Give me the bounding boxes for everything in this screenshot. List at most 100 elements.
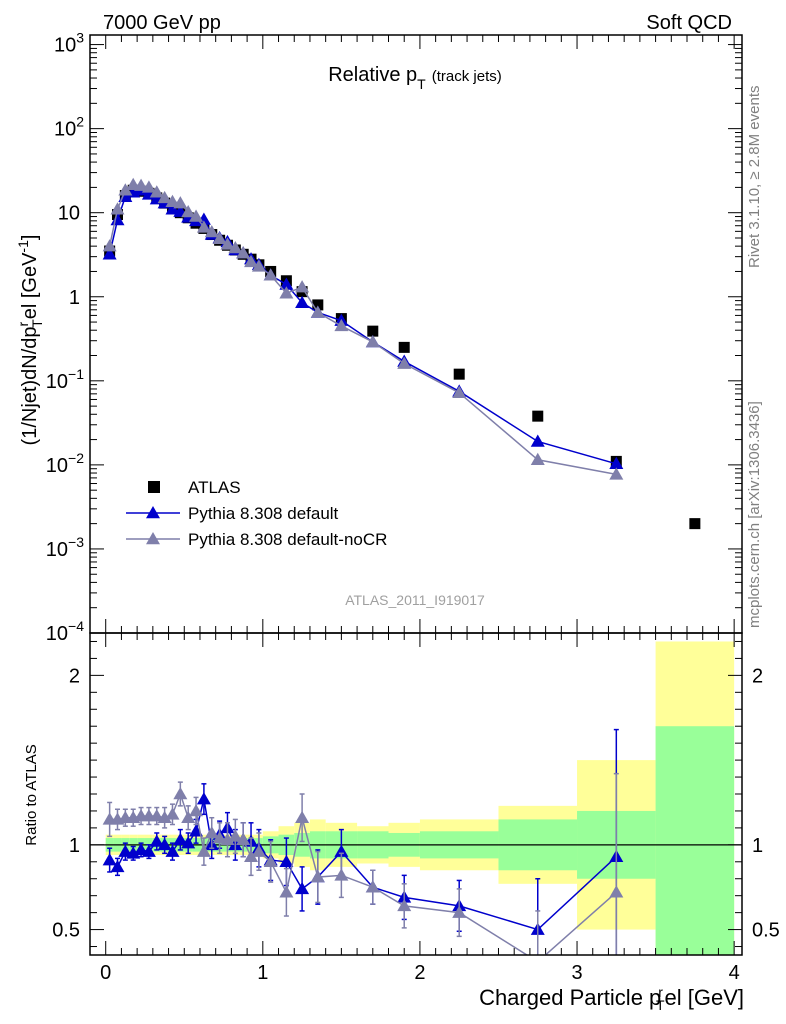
x-axis-label-tail: el [GeV] <box>665 985 744 1010</box>
ratio-point <box>126 846 141 859</box>
ratio-point <box>173 787 188 800</box>
series-line <box>108 183 617 476</box>
header-right: Soft QCD <box>646 12 732 34</box>
x-axis-label-sup: r <box>658 984 663 1000</box>
ratio-point <box>110 859 125 873</box>
ratio-point <box>397 898 412 912</box>
legend: ATLAS Pythia 8.308 default Pythia 8.308 de… <box>126 478 387 549</box>
ratio-y-tick-label: 1 <box>69 835 80 857</box>
ratio-y-tick-label-right: 0.5 <box>752 920 780 942</box>
ratio-point <box>212 831 227 844</box>
y-tick-label: 10 <box>58 203 80 225</box>
ratio-point <box>365 880 380 893</box>
main-y-label: (1/Njet)dN/dprTel [GeV-1] <box>15 235 45 446</box>
legend-marker <box>146 532 160 545</box>
mc-point <box>397 356 412 369</box>
ratio-point <box>251 844 266 857</box>
legend-marker <box>146 506 160 519</box>
mc-point <box>118 183 133 196</box>
mc-point <box>609 467 624 480</box>
atlas-point <box>398 341 410 353</box>
ratio-point <box>196 844 211 857</box>
mc-point <box>181 204 196 218</box>
mc-point <box>334 318 349 332</box>
mc-point <box>295 280 310 293</box>
ratio-point <box>149 834 164 847</box>
ratio-y-tick-label: 0.5 <box>52 920 80 942</box>
ratio-point <box>334 844 349 857</box>
mc-point <box>157 190 172 204</box>
main-y-label-sup: r <box>15 322 31 327</box>
ratio-point <box>149 809 164 822</box>
y-tick-label: 1 <box>69 287 80 309</box>
ratio-series-group <box>102 728 624 955</box>
ratio-plot-frame <box>89 632 743 956</box>
main-title-suffix: (track jets) <box>432 68 502 85</box>
ratio-point <box>118 844 133 857</box>
mc-point <box>295 295 310 308</box>
ratio-point <box>181 810 196 823</box>
main-title: Relative pT (track jets) <box>328 64 502 92</box>
mc-point <box>236 246 251 259</box>
ratio-point <box>609 885 624 898</box>
mc-point <box>530 434 545 447</box>
x-axis-label-sub: T <box>656 997 665 1013</box>
x-tick-label: 4 <box>729 962 740 984</box>
mc-point <box>244 254 259 268</box>
atlas-point <box>453 368 465 380</box>
ratio-point <box>141 844 156 857</box>
x-tick-label: 2 <box>414 962 425 984</box>
x-tick-label: 0 <box>100 962 111 984</box>
main-y-label-tail: el [GeV <box>19 252 41 319</box>
mc-point <box>263 268 278 281</box>
atlas-point <box>312 299 324 311</box>
ratio-point <box>134 842 149 856</box>
ratio-point <box>173 832 188 846</box>
legend-label: Pythia 8.308 default <box>188 504 339 523</box>
x-axis-label-text: Charged Particle p <box>479 985 661 1010</box>
mc-point <box>204 224 219 238</box>
ratio-point <box>244 849 259 862</box>
atlas-point <box>532 410 544 422</box>
series-line <box>108 189 617 465</box>
mcplots-reference-label: mcplots.cern.ch [arXiv:1306.3436] <box>746 401 763 628</box>
ratio-point <box>263 854 278 868</box>
mc-point <box>212 231 227 244</box>
y-tick-label: 10−4 <box>46 618 84 645</box>
ratio-point <box>157 810 172 823</box>
y-tick-label: 10−2 <box>46 450 84 477</box>
y-tick-label: 103 <box>54 30 84 57</box>
mc-point <box>102 239 117 252</box>
rivet-version-label: Rivet 3.1.10, ≥ 2.8M events <box>746 85 763 269</box>
ratio-point <box>228 829 243 842</box>
mc-point <box>279 286 294 299</box>
main-y-label-sub: T <box>29 319 45 328</box>
y-tick-label: 102 <box>54 114 84 141</box>
main-title-sub: T <box>417 76 426 92</box>
ratio-point <box>220 832 235 846</box>
mc-point <box>228 241 243 254</box>
legend-label: Pythia 8.308 default-noCR <box>188 530 387 549</box>
ratio-y-label: Ratio to ATLAS <box>23 744 40 845</box>
mc-point <box>609 456 624 470</box>
mc-point <box>251 259 266 272</box>
ratio-point <box>102 853 117 866</box>
main-series-group <box>102 177 701 530</box>
mc-point <box>530 452 545 466</box>
ratio-point <box>189 824 204 837</box>
analysis-watermark: ATLAS_2011_I919017 <box>345 592 485 608</box>
main-y-label-close: ] <box>19 235 41 241</box>
mc-point <box>134 178 149 191</box>
ratio-point <box>181 836 196 849</box>
ratio-point <box>310 870 325 883</box>
y-tick-label: 10−1 <box>46 366 84 393</box>
ratio-y-tick-label: 2 <box>69 665 80 687</box>
main-title-text: Relative p <box>328 64 417 86</box>
mc-point <box>365 334 380 348</box>
ratio-y-tick-label-right: 2 <box>752 665 763 687</box>
axes-ticks: 0 1 2 3 4 10 1 10−1 10−2 10−3 10−4 102 103 0.5 0.5 1 1 2 2 <box>46 30 780 984</box>
x-axis-label: Charged Particle pr Tel [GeV] <box>479 984 744 1013</box>
mc-point <box>102 247 117 260</box>
main-y-label-tail-sup: -1 <box>15 240 31 253</box>
